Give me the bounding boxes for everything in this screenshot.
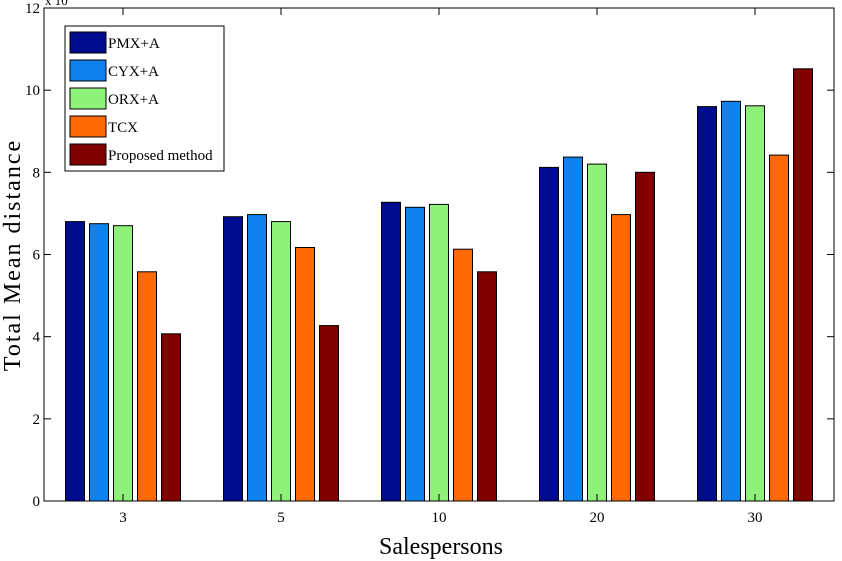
x-tick-label: 3 <box>119 510 127 526</box>
y-axis-label: Total Mean distance <box>0 139 26 371</box>
bar-pmx-a-3 <box>65 221 85 502</box>
legend-label-cyx-a: CYX+A <box>108 64 159 80</box>
bar-orx-a-5 <box>271 221 291 502</box>
legend-swatch-orx-a <box>69 87 107 110</box>
bar-orx-a-10 <box>429 203 449 502</box>
bar-pmx-a-5 <box>223 216 243 502</box>
legend-label-pmx-a: PMX+A <box>108 36 160 52</box>
x-tick-label: 30 <box>748 510 763 526</box>
x-tick-label: 5 <box>277 510 285 526</box>
x-axis-label: Salespersons <box>379 534 503 560</box>
legend-label-orx-a: ORX+A <box>108 92 159 108</box>
bar-tcx-20 <box>611 214 631 502</box>
bar-tcx-5 <box>295 247 315 502</box>
bar-tcx-30 <box>769 154 789 502</box>
bar-proposed-method-3 <box>161 333 181 502</box>
y-tick-label: 12 <box>25 1 40 17</box>
x-tick-label: 20 <box>590 510 605 526</box>
y-axis: 0 2 4 6 8 10 12 <box>25 1 834 510</box>
y-tick-label: 8 <box>33 165 41 181</box>
y-tick-label: 0 <box>33 494 41 510</box>
y-tick-label: 4 <box>33 330 41 346</box>
bar-pmx-a-30 <box>697 106 717 502</box>
legend-swatch-cyx-a <box>69 59 107 82</box>
legend-label-proposed-method: Proposed method <box>108 148 213 164</box>
bar-tcx-3 <box>137 271 157 502</box>
y-tick-label: 10 <box>25 83 40 99</box>
bar-proposed-method-5 <box>319 325 339 502</box>
x-axis: 3 5 10 20 30 <box>119 8 763 526</box>
bar-proposed-method-10 <box>477 271 497 502</box>
bar-cyx-a-5 <box>247 214 267 502</box>
bar-proposed-method-30 <box>793 68 813 502</box>
bar-cyx-a-30 <box>721 100 741 502</box>
bar-pmx-a-20 <box>539 166 559 502</box>
bar-pmx-a-10 <box>381 201 401 502</box>
x-tick-label: 10 <box>432 510 447 526</box>
bar-orx-a-20 <box>587 163 607 502</box>
bar-cyx-a-10 <box>405 206 425 502</box>
bars-group <box>65 68 813 502</box>
y-tick-label: 2 <box>33 412 41 428</box>
legend-swatch-tcx <box>69 115 107 138</box>
legend-label-tcx: TCX <box>108 120 138 136</box>
bar-orx-a-30 <box>745 105 765 502</box>
y-exponent-label: x 10 <box>45 0 68 8</box>
bar-orx-a-3 <box>113 225 133 502</box>
legend-swatch-proposed-method <box>69 143 107 166</box>
bar-tcx-10 <box>453 248 473 502</box>
y-tick-label: 6 <box>33 248 41 264</box>
legend-swatch-pmx-a <box>69 31 107 54</box>
legend: PMX+A CYX+A ORX+A TCX Proposed method <box>64 25 225 172</box>
bar-proposed-method-20 <box>635 171 655 502</box>
bar-cyx-a-3 <box>89 223 109 502</box>
bar-cyx-a-20 <box>563 156 583 502</box>
